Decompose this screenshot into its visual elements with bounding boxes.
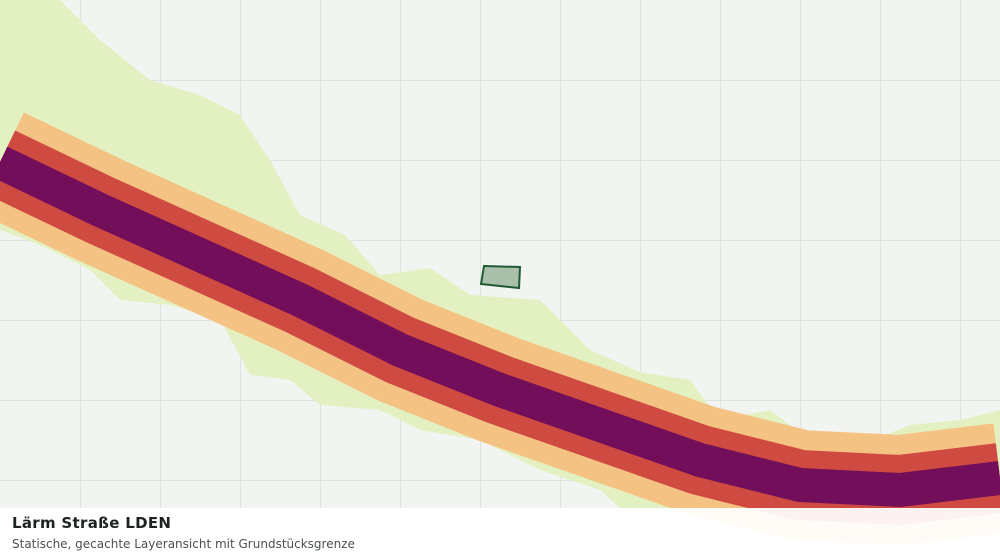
noise-zone-very-high (0, 146, 1000, 507)
layer-subtitle: Statische, gecachte Layeransicht mit Gru… (12, 537, 355, 551)
parcel-boundary (479, 264, 522, 290)
legend-panel: Lärm Straße LDEN Statische, gecachte Lay… (0, 508, 1000, 560)
layer-title: Lärm Straße LDEN (12, 514, 172, 532)
